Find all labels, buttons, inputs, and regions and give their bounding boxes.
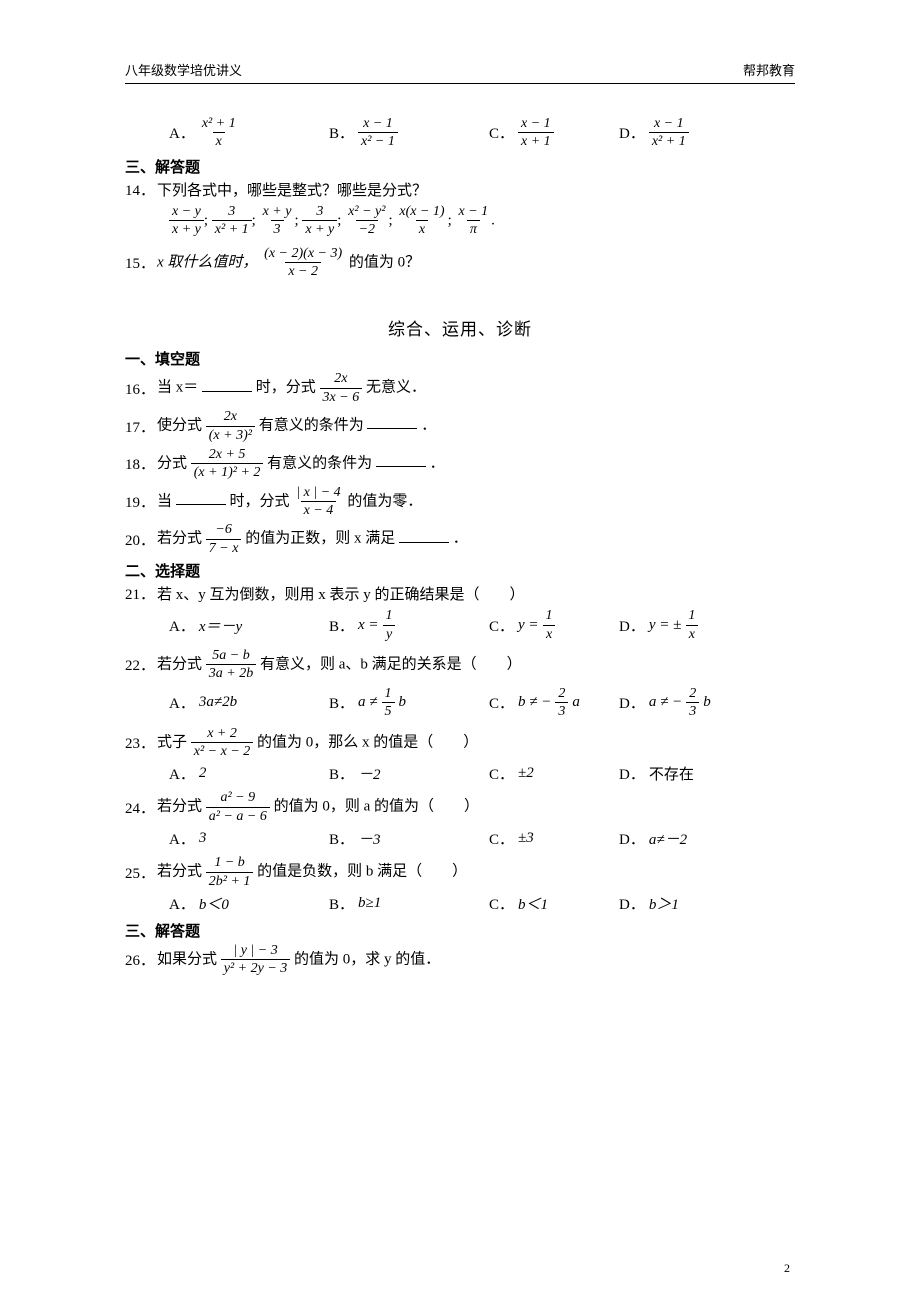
q21: 21． 若 x、y 互为倒数，则用 x 表示 y 的正确结果是（ ） <box>125 583 795 604</box>
q23: 23． 式子 x + 2x² − x − 2 的值为 0，那么 x 的值是（ ） <box>125 726 795 760</box>
mid-title: 综合、运用、诊断 <box>125 315 795 340</box>
page-number: 2 <box>784 1261 790 1276</box>
q20: 20． 若分式 −67 − x 的值为正数，则 x 满足 ． <box>125 522 795 556</box>
opt-b: B． x − 1 x² − 1 <box>329 116 489 150</box>
q22: 22． 若分式 5a − b3a + 2b 有意义，则 a、b 满足的关系是（ … <box>125 648 795 682</box>
q13-options: A． x² + 1 x B． x − 1 x² − 1 C． x − 1 x +… <box>125 116 795 150</box>
frac: x − 1 x² + 1 <box>649 116 689 150</box>
section-1-title: 一、填空题 <box>125 348 795 369</box>
q26: 26． 如果分式 | y | − 3y² + 2y − 3 的值为 0，求 y … <box>125 943 795 977</box>
q16: 16． 当 x＝ 时，分式 2x3x − 6 无意义． <box>125 371 795 405</box>
header-right: 帮邦教育 <box>743 60 795 79</box>
q17: 17． 使分式 2x(x + 3)² 有意义的条件为 ． <box>125 409 795 443</box>
q19: 19． 当 时，分式 | x | − 4x − 4 的值为零． <box>125 485 795 519</box>
opt-a: A． x² + 1 x <box>169 116 329 150</box>
q23-options: A．2 B．－2 C．±2 D．不存在 <box>125 763 795 784</box>
q24-options: A．3 B．－3 C．±3 D．a≠－2 <box>125 828 795 849</box>
frac: x − 1 x² − 1 <box>358 116 398 150</box>
header-left: 八年级数学培优讲义 <box>125 60 242 79</box>
section-2-title: 二、选择题 <box>125 560 795 581</box>
q25-options: A．b＜0 B．b≥1 C．b＜1 D．b＞1 <box>125 893 795 914</box>
q14: 14． 下列各式中，哪些是整式？哪些是分式？ <box>125 179 795 200</box>
q24: 24． 若分式 a² − 9a² − a − 6 的值为 0，则 a 的值为（ … <box>125 790 795 824</box>
section-3b-title: 三、解答题 <box>125 920 795 941</box>
blank <box>367 413 417 429</box>
q15: 15． x 取什么值时， (x − 2)(x − 3)x − 2 的值为 0？ <box>125 246 795 280</box>
q22-options: A．3a≠2b B．a ≠ 15b C．b ≠ − 23a D．a ≠ − 23… <box>125 686 795 720</box>
section-3-title: 三、解答题 <box>125 156 795 177</box>
page: 八年级数学培优讲义 帮邦教育 A． x² + 1 x B． x − 1 x² −… <box>0 0 920 1302</box>
blank <box>399 527 449 543</box>
blank <box>176 489 226 505</box>
q18: 18． 分式 2x + 5(x + 1)² + 2 有意义的条件为 ． <box>125 447 795 481</box>
page-header: 八年级数学培优讲义 帮邦教育 <box>125 60 795 84</box>
blank <box>376 451 426 467</box>
blank <box>202 376 252 392</box>
q25: 25． 若分式 1 − b2b² + 1 的值是负数，则 b 满足（ ） <box>125 855 795 889</box>
q21-options: A．x＝－y B．x = 1y C．y = 1x D．y = ± 1x <box>125 608 795 642</box>
frac: x² + 1 x <box>199 116 239 150</box>
opt-d: D． x − 1 x² + 1 <box>619 116 749 150</box>
opt-c: C． x − 1 x + 1 <box>489 116 619 150</box>
frac: x − 1 x + 1 <box>518 116 554 150</box>
q14-expressions: x − yx + y; 3x² + 1; x + y3; 3x + y; x² … <box>125 204 795 238</box>
